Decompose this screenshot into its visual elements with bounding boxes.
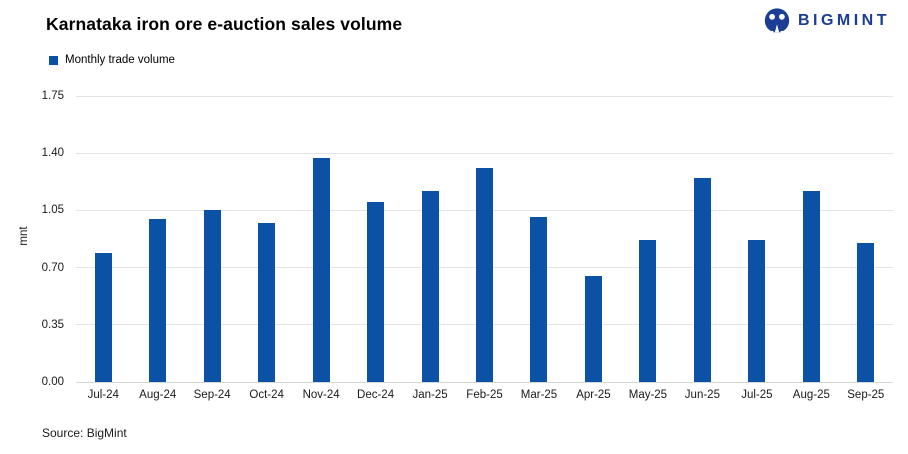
bar-series	[76, 96, 893, 382]
x-label-may-25: May-25	[628, 389, 668, 401]
bar-slot-sep-25	[839, 96, 893, 382]
x-label-jun-25: Jun-25	[684, 389, 720, 401]
y-tick-0.35: 0.35	[41, 318, 64, 331]
bar-jul-25	[748, 239, 766, 382]
bar-aug-25	[802, 190, 820, 382]
gridline-1.75	[76, 95, 893, 97]
legend-label: Monthly trade volume	[65, 54, 175, 66]
y-tick-1.75: 1.75	[41, 90, 64, 102]
bar-slot-sep-24	[185, 96, 239, 382]
x-label-apr-25: Apr-25	[576, 389, 611, 401]
bar-slot-mar-25	[512, 96, 566, 382]
bar-nov-24	[312, 158, 330, 382]
x-label-jan-25: Jan-25	[412, 389, 448, 401]
bar-slot-dec-24	[348, 96, 402, 382]
bar-sep-24	[203, 210, 221, 382]
y-tick-1.40: 1.40	[41, 147, 64, 160]
bigmint-logo: BIGMINT	[762, 6, 890, 36]
bar-feb-25	[476, 167, 494, 382]
x-label-jul-24: Jul-24	[87, 389, 119, 401]
bigmint-logo-text: BIGMINT	[797, 12, 890, 29]
x-axis-labels: Jul-24 Aug-24 Sep-24 Oct-24 Nov-24 Dec-24 Jan-…	[76, 389, 893, 401]
x-label-aug-25: Aug-25	[792, 389, 830, 401]
x-label-oct-24: Oct-24	[249, 389, 284, 401]
y-tick-1.05: 1.05	[41, 204, 64, 217]
bar-may-25	[639, 239, 657, 382]
bar-slot-jul-24	[76, 96, 130, 382]
bar-slot-oct-24	[239, 96, 293, 382]
bar-sep-25	[857, 243, 875, 382]
bar-slot-aug-25	[784, 96, 838, 382]
gridline-0.00	[76, 381, 893, 383]
source-note: Source: BigMint	[42, 426, 127, 440]
bar-slot-feb-25	[457, 96, 511, 382]
bar-jun-25	[693, 177, 711, 382]
bar-slot-may-25	[621, 96, 675, 382]
x-label-jul-25: Jul-25	[741, 389, 773, 401]
bar-slot-nov-24	[294, 96, 348, 382]
chart-legend: Monthly trade volume	[49, 54, 175, 66]
bar-oct-24	[258, 223, 276, 382]
bar-dec-24	[367, 202, 385, 382]
y-axis-title: mnt	[18, 226, 30, 246]
bar-slot-jan-25	[403, 96, 457, 382]
x-label-sep-25: Sep-25	[847, 389, 885, 401]
gridline-1.40	[76, 152, 893, 154]
x-label-mar-25: Mar-25	[520, 389, 558, 401]
bar-aug-24	[149, 218, 167, 382]
x-label-sep-24: Sep-24	[193, 389, 231, 401]
bar-slot-aug-24	[130, 96, 184, 382]
bar-apr-25	[584, 275, 602, 382]
legend-swatch	[49, 55, 58, 65]
bar-slot-jul-25	[730, 96, 784, 382]
x-label-feb-25: Feb-25	[466, 389, 503, 401]
bigmint-mascot-icon	[762, 6, 792, 36]
page-title: Karnataka iron ore e-auction sales volum…	[46, 14, 403, 34]
x-label-nov-24: Nov-24	[302, 389, 340, 401]
y-tick-0.00: 0.00	[41, 376, 64, 388]
bar-jul-24	[94, 252, 112, 382]
bar-mar-25	[530, 216, 548, 382]
y-tick-0.70: 0.70	[41, 261, 64, 274]
plot-area	[76, 95, 893, 383]
bar-slot-jun-25	[675, 96, 729, 382]
x-label-dec-24: Dec-24	[357, 389, 395, 401]
bar-slot-apr-25	[566, 96, 620, 382]
x-label-aug-24: Aug-24	[139, 389, 177, 401]
bar-jan-25	[421, 190, 439, 382]
